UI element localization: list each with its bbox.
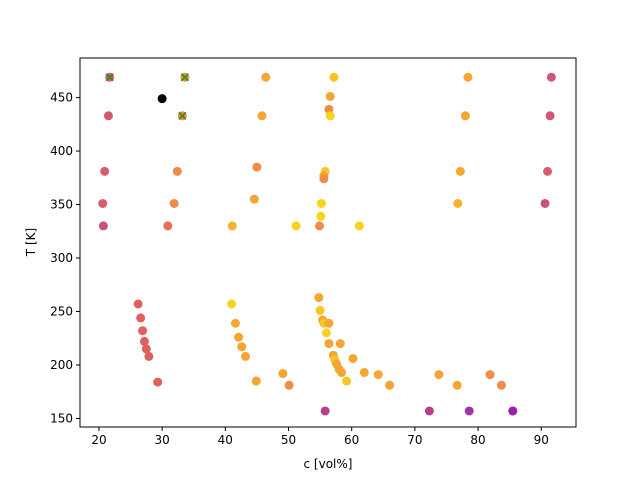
scatter-point [103, 111, 113, 121]
scatter-point [138, 326, 148, 336]
scatter-point [348, 354, 358, 364]
scatter-point [325, 111, 335, 121]
x-tick-label: 40 [218, 433, 233, 447]
scatter-point [324, 318, 334, 328]
x-tick-label: 50 [281, 433, 296, 447]
scatter-point [325, 92, 335, 102]
x-axis-label: c [vol%] [304, 457, 353, 471]
scatter-point [237, 342, 247, 352]
scatter-point [424, 406, 434, 416]
scatter-point [234, 332, 244, 342]
plot-frame [79, 57, 577, 428]
scatter-point [230, 318, 240, 328]
scatter-point [139, 336, 149, 346]
scatter-point [463, 72, 473, 82]
scatter-point [460, 111, 470, 121]
y-tick-label: 400 [50, 144, 73, 158]
scatter-point [227, 221, 237, 231]
scatter-point [252, 162, 262, 172]
scatter-point [249, 194, 259, 204]
scatter-point [496, 380, 506, 390]
scatter-point [251, 376, 261, 386]
scatter-point [314, 221, 324, 231]
scatter-point [485, 370, 495, 380]
x-tick-label: 30 [154, 433, 169, 447]
scatter-point [319, 174, 329, 184]
y-axis-label: T [K] [24, 228, 38, 257]
y-tick-label: 200 [50, 358, 73, 372]
scatter-point [540, 198, 550, 208]
scatter-point [257, 111, 267, 121]
scatter-point [546, 72, 556, 82]
y-tick-label: 350 [50, 198, 73, 212]
x-tick-label: 20 [91, 433, 106, 447]
scatter-point [464, 406, 474, 416]
y-axis-ticks: 150 200 250 300 350 400 450 [50, 91, 80, 425]
x-tick-label: 90 [534, 433, 549, 447]
scatter-point [316, 198, 326, 208]
scatter-point [453, 198, 463, 208]
scatter-point [373, 370, 383, 380]
scatter-point [359, 367, 369, 377]
scatter-point [337, 367, 347, 377]
scatter-point [98, 221, 108, 231]
scatter-point [354, 221, 364, 231]
scatter-point [141, 344, 151, 354]
scatter-point [136, 313, 146, 323]
y-tick-label: 300 [50, 251, 73, 265]
cross-marker [178, 111, 187, 120]
scatter-point [98, 198, 108, 208]
scatter-point [278, 369, 288, 379]
scatter-point [153, 377, 163, 387]
x-tick-label: 80 [470, 433, 485, 447]
scatter-point [335, 339, 345, 349]
scatter-point [157, 94, 167, 104]
scatter-point [342, 376, 352, 386]
scatter-point [133, 299, 143, 309]
scatter-point [321, 328, 331, 338]
y-tick-label: 150 [50, 411, 73, 425]
cross-marker [180, 73, 189, 82]
scatter-point [329, 72, 339, 82]
scatter-point [324, 339, 334, 349]
scatter-point [545, 111, 555, 121]
scatter-point [320, 406, 330, 416]
x-tick-label: 60 [344, 433, 359, 447]
scatter-point [315, 305, 325, 315]
scatter-point [452, 380, 462, 390]
scatter-point [100, 166, 110, 176]
scatter-point [543, 166, 553, 176]
y-tick-label: 450 [50, 91, 73, 105]
scatter-point [434, 370, 444, 380]
scatter-point [169, 198, 179, 208]
scatter-point [508, 406, 518, 416]
scatter-point [261, 72, 271, 82]
scatter-point [316, 211, 326, 221]
y-tick-label: 250 [50, 304, 73, 318]
scatter-point [172, 166, 182, 176]
scatter-point [284, 380, 294, 390]
scatter-point [314, 293, 324, 303]
x-axis-ticks: 20 30 40 50 60 70 80 90 [91, 427, 549, 447]
cross-marker [105, 73, 114, 82]
scatter-point [144, 351, 154, 361]
scatter-point [227, 299, 237, 309]
scatter-point [455, 166, 465, 176]
scatter-point [163, 221, 173, 231]
scatter-point [291, 221, 301, 231]
x-tick-label: 70 [407, 433, 422, 447]
scatter-point [385, 380, 395, 390]
scatter-point [241, 351, 251, 361]
data-marks [98, 72, 556, 416]
